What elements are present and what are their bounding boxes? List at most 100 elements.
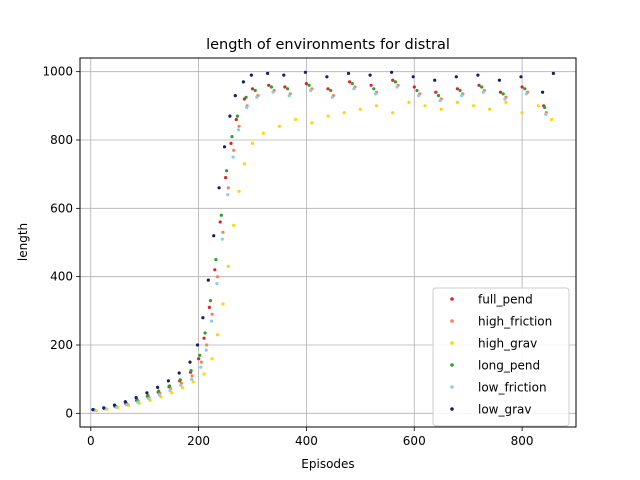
y-tick-label: 200	[50, 338, 73, 352]
y-axis-ticks: 0 200 400 600 800 1000	[42, 65, 80, 420]
data-point	[481, 90, 485, 94]
data-point	[125, 403, 129, 407]
data-point	[458, 88, 462, 93]
data-point	[488, 107, 492, 111]
y-axis-label: length	[16, 223, 30, 261]
data-point	[269, 85, 273, 89]
data-point	[287, 94, 291, 98]
data-point	[213, 268, 217, 272]
data-point	[215, 333, 220, 337]
legend-marker	[450, 407, 454, 411]
data-point	[395, 85, 399, 89]
data-point	[215, 281, 219, 286]
data-point	[541, 90, 545, 94]
data-point	[229, 141, 233, 145]
data-point	[199, 360, 203, 364]
data-point	[204, 348, 208, 352]
data-point	[417, 94, 421, 98]
data-point	[226, 264, 230, 268]
series-low-friction	[93, 85, 548, 412]
data-point	[520, 111, 524, 115]
data-point	[236, 128, 241, 132]
data-point	[294, 117, 298, 122]
data-point	[329, 88, 333, 93]
data-point	[326, 114, 330, 118]
x-tick-label: 0	[87, 434, 95, 448]
data-point	[253, 88, 257, 93]
data-point	[282, 73, 286, 77]
data-point	[220, 237, 224, 241]
data-point	[221, 302, 225, 306]
data-point	[438, 99, 442, 103]
data-point	[233, 94, 237, 98]
data-point	[232, 223, 236, 227]
data-point	[523, 87, 527, 91]
data-point	[245, 105, 249, 110]
data-point	[544, 112, 548, 116]
data-point	[102, 406, 106, 410]
y-tick-label: 800	[50, 133, 73, 147]
legend-label: full_pend	[478, 293, 533, 307]
data-point	[191, 380, 195, 384]
data-point	[374, 104, 379, 108]
data-point	[255, 95, 259, 99]
data-point	[214, 258, 218, 262]
data-point	[207, 305, 211, 309]
data-point	[325, 75, 329, 79]
data-point	[326, 87, 330, 91]
legend-label: high_grav	[478, 337, 537, 351]
data-point	[503, 97, 507, 101]
data-point	[455, 100, 459, 104]
data-point	[195, 343, 200, 347]
plot-frame	[79, 57, 577, 428]
y-tick-label: 1000	[42, 65, 73, 79]
data-point	[237, 124, 241, 128]
x-axis-label: Episodes	[301, 457, 354, 471]
data-point	[190, 377, 194, 381]
data-point	[167, 384, 172, 388]
legend-marker	[450, 341, 454, 345]
data-point	[373, 92, 377, 96]
data-point	[136, 400, 140, 404]
data-point	[145, 391, 149, 395]
data-point	[219, 213, 223, 217]
data-point	[369, 83, 373, 87]
data-point	[460, 94, 464, 98]
data-point	[146, 394, 150, 398]
data-point	[222, 145, 227, 149]
data-point	[210, 312, 214, 316]
data-point	[283, 85, 287, 89]
data-point	[412, 85, 416, 89]
data-point	[346, 71, 351, 75]
data-point	[309, 88, 313, 93]
data-point	[199, 365, 203, 369]
data-point	[190, 374, 194, 378]
data-point	[439, 107, 443, 111]
data-point	[480, 85, 484, 89]
y-tick-label: 600	[50, 201, 73, 215]
data-point	[157, 389, 161, 393]
data-point	[551, 71, 556, 75]
x-tick-label: 200	[187, 434, 210, 448]
data-point	[520, 85, 524, 89]
data-point	[225, 169, 229, 173]
data-point	[501, 92, 505, 96]
data-point	[210, 357, 214, 361]
data-point	[146, 397, 151, 401]
data-point	[208, 299, 213, 303]
data-point	[266, 71, 270, 75]
data-point	[202, 372, 206, 376]
data-point	[221, 230, 225, 234]
data-point	[203, 331, 207, 335]
data-point	[230, 135, 234, 139]
data-point	[436, 94, 441, 98]
data-point	[201, 316, 205, 320]
data-point	[170, 391, 174, 395]
data-point	[498, 90, 503, 94]
legend-label: low_grav	[478, 403, 532, 417]
data-point	[543, 105, 547, 110]
data-point	[536, 104, 540, 108]
series-long-pend	[92, 80, 547, 412]
data-point	[234, 117, 238, 122]
data-point	[342, 111, 346, 115]
